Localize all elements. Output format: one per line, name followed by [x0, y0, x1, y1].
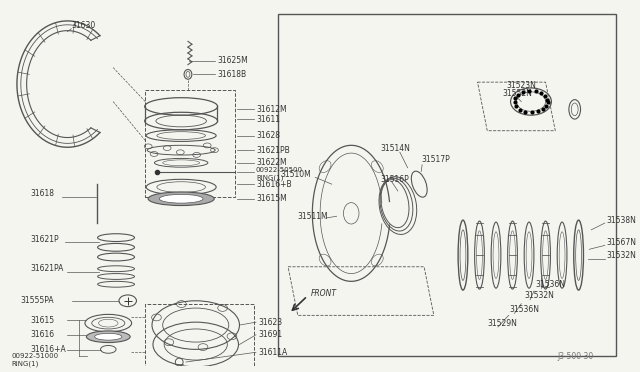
- Text: 31536N: 31536N: [509, 305, 540, 314]
- Ellipse shape: [148, 192, 214, 206]
- Text: 31621P: 31621P: [31, 235, 59, 244]
- Text: 31616: 31616: [31, 330, 54, 339]
- Text: 31623: 31623: [258, 318, 282, 327]
- Text: 31510M: 31510M: [280, 170, 311, 179]
- Text: FRONT: FRONT: [310, 289, 337, 298]
- Text: 31511M: 31511M: [298, 212, 328, 221]
- Text: 31555PA: 31555PA: [21, 296, 54, 305]
- Text: 31616+B: 31616+B: [256, 180, 292, 189]
- Text: RING(1): RING(1): [256, 174, 284, 181]
- Text: 31516P: 31516P: [380, 175, 409, 184]
- Text: 31538N: 31538N: [607, 216, 637, 225]
- Text: 31616+A: 31616+A: [31, 345, 67, 354]
- Text: 31618: 31618: [31, 189, 54, 198]
- Text: 31536N: 31536N: [536, 280, 566, 289]
- Text: 31615: 31615: [31, 316, 54, 325]
- Text: 31621PA: 31621PA: [31, 264, 64, 273]
- Bar: [145, 90, 235, 197]
- Text: 31517P: 31517P: [421, 155, 450, 164]
- Ellipse shape: [86, 331, 130, 343]
- Text: 31622M: 31622M: [256, 158, 287, 167]
- Text: 31611A: 31611A: [258, 348, 287, 357]
- Text: 00922-50500: 00922-50500: [256, 167, 303, 173]
- Text: 31532N: 31532N: [607, 251, 637, 260]
- Text: 31628: 31628: [256, 131, 280, 140]
- Text: 00922-51000: 00922-51000: [11, 353, 58, 359]
- Text: 31630: 31630: [71, 21, 95, 30]
- Text: 31552N: 31552N: [503, 89, 532, 98]
- Ellipse shape: [159, 195, 203, 203]
- Text: 31529N: 31529N: [487, 319, 517, 328]
- Text: RING(1): RING(1): [11, 361, 38, 367]
- Text: 31612M: 31612M: [256, 105, 287, 114]
- Text: 31691: 31691: [258, 330, 282, 339]
- Text: 31625M: 31625M: [217, 56, 248, 65]
- Text: J3 500 30: J3 500 30: [557, 352, 593, 361]
- Ellipse shape: [95, 333, 122, 340]
- Text: 31611: 31611: [256, 115, 280, 124]
- Text: 31615M: 31615M: [256, 194, 287, 203]
- Text: 31532N: 31532N: [524, 291, 554, 301]
- Text: 31514N: 31514N: [380, 144, 410, 153]
- Text: 31523N: 31523N: [507, 81, 536, 90]
- Bar: [145, 304, 254, 370]
- Text: 31621PB: 31621PB: [256, 146, 290, 155]
- Text: 31618B: 31618B: [217, 70, 246, 79]
- Bar: [278, 14, 616, 356]
- Text: 31567N: 31567N: [607, 238, 637, 247]
